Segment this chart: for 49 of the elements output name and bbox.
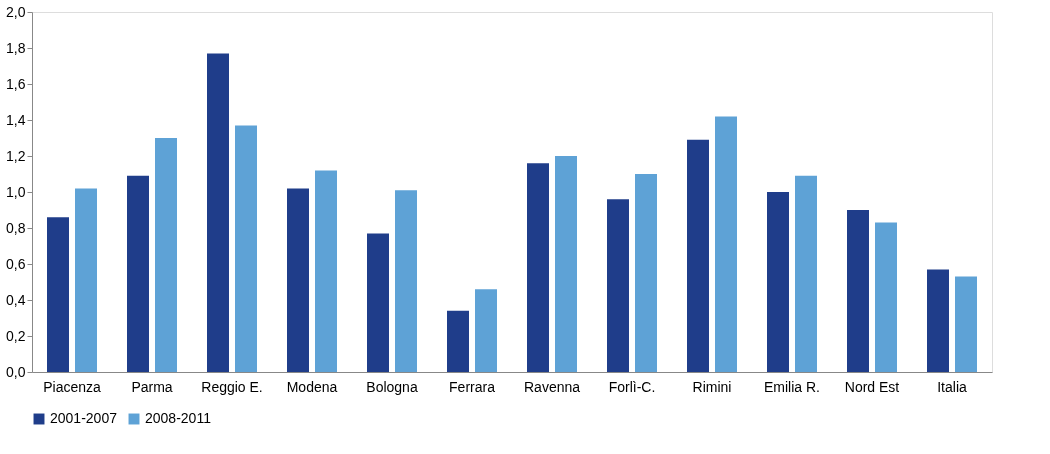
y-tick-label: 0,0 bbox=[6, 363, 26, 380]
bar bbox=[767, 192, 789, 372]
bar bbox=[127, 175, 149, 372]
bar bbox=[475, 289, 497, 372]
bar bbox=[207, 53, 229, 372]
bar bbox=[287, 188, 309, 372]
bar bbox=[527, 163, 549, 372]
bar bbox=[687, 139, 709, 372]
bar bbox=[47, 217, 69, 372]
y-tick-label: 0,4 bbox=[6, 291, 26, 308]
x-tick-label: Parma bbox=[131, 378, 173, 395]
bar bbox=[875, 222, 897, 372]
x-tick-label: Ferrara bbox=[449, 378, 496, 395]
bar bbox=[635, 174, 657, 372]
y-tick-label: 2,0 bbox=[6, 3, 26, 20]
x-tick-label: Piacenza bbox=[43, 378, 102, 395]
x-tick-label: Forlì-C. bbox=[608, 378, 656, 395]
y-tick-label: 1,6 bbox=[6, 75, 26, 92]
bar bbox=[607, 199, 629, 372]
y-tick-label: 1,4 bbox=[6, 111, 26, 128]
y-tick-label: 1,0 bbox=[6, 183, 26, 200]
bar bbox=[447, 310, 469, 372]
bar bbox=[555, 156, 577, 372]
x-tick-label: Bologna bbox=[366, 378, 418, 395]
bar bbox=[235, 125, 257, 372]
bar bbox=[955, 276, 977, 372]
bar bbox=[75, 188, 97, 372]
bar bbox=[367, 233, 389, 372]
y-tick-label: 0,6 bbox=[6, 255, 26, 272]
bar bbox=[155, 138, 177, 372]
x-tick-label: Italia bbox=[937, 378, 967, 395]
x-tick-label: Emilia R. bbox=[763, 378, 821, 395]
y-tick-label: 1,8 bbox=[6, 39, 26, 56]
bar bbox=[715, 116, 737, 372]
x-tick-label: Nord Est bbox=[844, 378, 900, 395]
y-tick-label: 0,2 bbox=[6, 327, 26, 344]
y-tick-label: 1,2 bbox=[6, 147, 26, 164]
x-tick-label: Modena bbox=[286, 378, 338, 395]
x-tick-label: Rimini bbox=[692, 378, 732, 395]
x-tick-label: Reggio E. bbox=[201, 378, 263, 395]
bar bbox=[395, 190, 417, 372]
bar bbox=[847, 210, 869, 372]
bar bbox=[315, 170, 337, 372]
legend-label: 2008-2011 bbox=[145, 410, 212, 426]
y-tick-label: 0,8 bbox=[6, 219, 26, 236]
x-tick-label: Ravenna bbox=[523, 378, 581, 395]
bar bbox=[927, 269, 949, 372]
legend-label: 2001-2007 bbox=[50, 410, 118, 426]
bar bbox=[795, 175, 817, 372]
